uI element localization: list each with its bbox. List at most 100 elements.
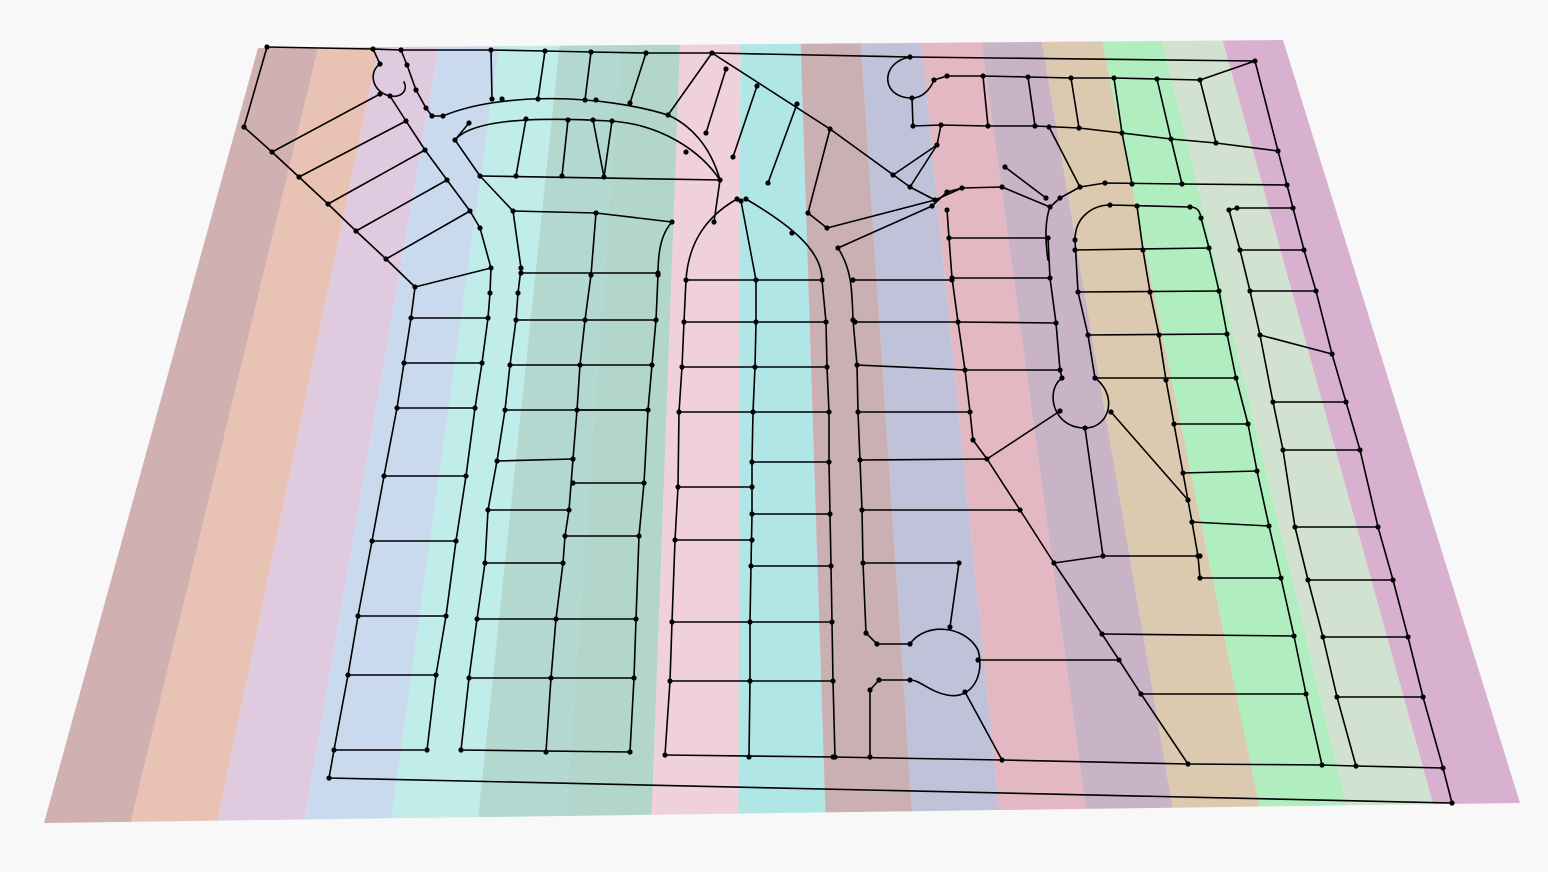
lot-line	[982, 75, 989, 127]
vertex-dot	[1047, 275, 1053, 281]
vertex-dot	[1032, 123, 1038, 129]
vertex-dots	[241, 44, 1455, 806]
vertex-dot	[975, 657, 981, 663]
vertex-dot	[645, 407, 651, 413]
vertex-dot	[962, 689, 968, 695]
lot-line	[1110, 411, 1189, 501]
vertex-dot	[296, 174, 302, 180]
vertex-dot	[1233, 375, 1239, 381]
vertex-dot	[653, 317, 659, 323]
vertex-dot	[669, 619, 675, 625]
lot-line	[807, 212, 828, 229]
lot-line	[355, 179, 448, 232]
vertex-dot	[1189, 519, 1195, 525]
vertex-dot	[1057, 408, 1063, 414]
vertex-dot	[835, 245, 841, 251]
vertex-dot	[590, 117, 596, 123]
vertex-dot	[855, 409, 861, 415]
color-bands	[44, 40, 1520, 823]
vertex-dot	[1266, 523, 1272, 529]
vertex-dot	[747, 619, 753, 625]
vertex-dot	[565, 117, 571, 123]
vertex-dot	[1320, 634, 1326, 640]
vertex-dot	[548, 675, 554, 681]
vertex-dot	[907, 677, 913, 683]
vertex-dot	[711, 219, 717, 225]
vertex-dot	[1197, 77, 1203, 83]
vertex-dot	[826, 459, 832, 465]
vertex-dot	[675, 484, 681, 490]
lot-line	[1048, 126, 1081, 188]
vertex-dot	[369, 538, 375, 544]
vertex-dot	[1357, 447, 1363, 453]
color-band	[564, 44, 681, 816]
vertex-dot	[748, 563, 754, 569]
vertex-dot	[980, 73, 986, 79]
vertex-dot	[1449, 800, 1455, 806]
vertex-dot	[830, 754, 836, 760]
vertex-dot	[326, 775, 332, 781]
vertex-dot	[485, 507, 491, 513]
lot-line	[414, 267, 492, 288]
vertex-dot	[515, 290, 521, 296]
vertex-dot	[485, 315, 491, 321]
vertex-dot	[1051, 560, 1057, 566]
vertex-dot	[429, 113, 435, 119]
vertex-dot	[1275, 148, 1281, 154]
vertex-dot	[398, 47, 404, 53]
vertex-dot	[1134, 203, 1140, 209]
vertex-dot	[443, 613, 449, 619]
color-band	[130, 47, 379, 822]
vertex-dot	[466, 675, 472, 681]
street-edge	[657, 221, 673, 276]
lot-line	[832, 756, 1444, 769]
vertex-dot	[949, 277, 955, 283]
vertex-dot	[1252, 58, 1258, 64]
vertex-dot	[1420, 694, 1426, 700]
vertex-dot	[867, 687, 873, 693]
street-edge	[837, 247, 854, 321]
vertex-dot	[752, 364, 758, 370]
vertex-dot	[633, 616, 639, 622]
vertex-dot	[907, 54, 913, 60]
vertex-dot	[377, 91, 383, 97]
vertex-dot	[1390, 577, 1396, 583]
lot-line	[949, 562, 960, 628]
vertex-dot	[662, 752, 668, 758]
vertex-dot	[824, 364, 830, 370]
color-band	[217, 46, 439, 821]
vertex-dot	[489, 96, 495, 102]
vertex-dot	[488, 47, 494, 53]
street-edge	[911, 97, 1279, 152]
vertex-dot	[269, 149, 275, 155]
lot-line	[1259, 334, 1333, 355]
vertex-dot	[1107, 202, 1113, 208]
vertex-dot	[1291, 633, 1297, 639]
vertex-dot	[1197, 575, 1203, 581]
vertex-dot	[1213, 140, 1219, 146]
color-band	[44, 47, 319, 823]
vertex-dot	[535, 96, 541, 102]
vertex-dot	[765, 180, 771, 186]
vertex-dot	[1045, 235, 1051, 241]
vertex-dot	[1329, 351, 1335, 357]
vertex-dot	[655, 270, 661, 276]
vertex-dot	[513, 173, 519, 179]
vertex-dot	[577, 362, 583, 368]
street-edge	[821, 279, 836, 758]
vertex-dot	[408, 315, 414, 321]
vertex-dot	[1185, 761, 1191, 767]
color-band	[860, 42, 1000, 812]
lot-line	[1170, 138, 1183, 185]
color-band	[1162, 40, 1434, 806]
street-edge	[946, 209, 1189, 765]
vertex-dot	[1057, 195, 1063, 201]
vertex-dot	[907, 641, 913, 647]
vertex-dot	[542, 48, 548, 54]
vertex-dot	[627, 749, 633, 755]
lot-line	[490, 49, 493, 100]
vertex-dot	[1440, 765, 1446, 771]
vertex-dot	[1353, 763, 1359, 769]
lot-line	[496, 458, 574, 462]
vertex-dot	[665, 112, 671, 118]
